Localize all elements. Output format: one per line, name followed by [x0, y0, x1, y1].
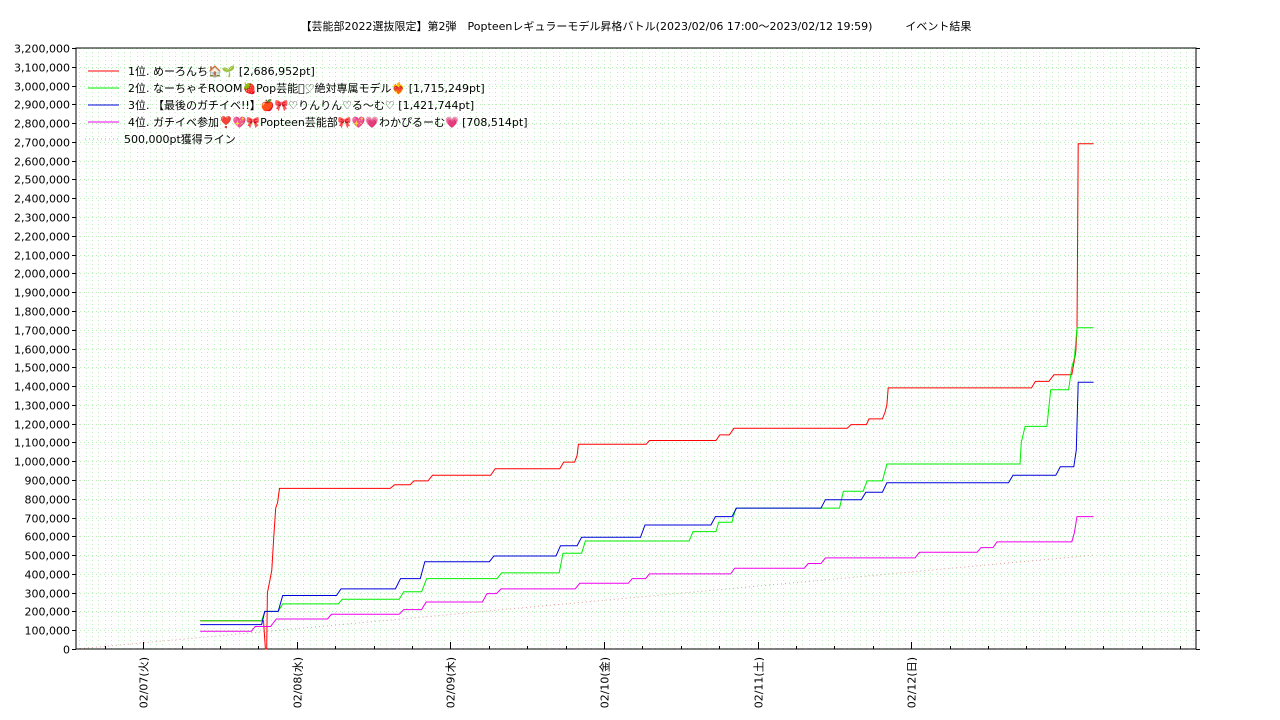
series-line-1 [200, 143, 1094, 650]
y-tick-label: 2,100,000 [14, 250, 70, 263]
y-tick-label: 1,300,000 [14, 400, 70, 413]
y-tick-label: 400,000 [25, 569, 71, 582]
y-tick-label: 0 [63, 644, 70, 657]
threshold-layer [75, 554, 1094, 650]
x-tick-label: 02/12(日) [906, 657, 919, 708]
y-tick-label: 200,000 [25, 606, 71, 619]
legend-label: 500,000pt獲得ライン [124, 133, 236, 146]
x-tick-label: 02/11(土) [753, 657, 766, 708]
y-tick-label: 1,100,000 [14, 437, 70, 450]
y-tick-label: 1,500,000 [14, 362, 70, 375]
y-tick-label: 3,100,000 [14, 62, 70, 75]
y-tick-label: 700,000 [25, 513, 71, 526]
threshold-line [75, 554, 1094, 650]
legend-label: 2位. なーちゃそROOM🍓Pop芸能部ِ♡絶対専属モデル❤‍🔥 [1,715,… [128, 81, 485, 95]
x-tick-label: 02/07(火) [138, 657, 151, 708]
x-axis: 02/07(火) 02/08(水) 02/09(木) 02/10(金) 02/11(土)… [105, 642, 1181, 708]
series-line-4 [200, 516, 1094, 632]
y-tick-label: 1,800,000 [14, 306, 70, 319]
y-tick-label: 1,000,000 [14, 456, 70, 469]
series-layer [200, 143, 1094, 650]
y-tick-label: 1,400,000 [14, 381, 70, 394]
y-tick-label: 3,000,000 [14, 81, 70, 94]
y-tick-label: 3,200,000 [14, 43, 70, 56]
y-tick-label: 2,500,000 [14, 174, 70, 187]
y-axis: 0 100,000 200,000 300,000 400,000 500,000 600,… [14, 43, 1200, 657]
legend: 1位. めーろんち🏠🌱 [2,686,952pt] 2位. なーちゃそROOM🍓P… [85, 64, 528, 146]
y-tick-label: 900,000 [25, 475, 71, 488]
legend-label: 3位. 【最後のガチイベ!!】🍎🎀♡りんりん♡る〜む♡ [1,421,744pt… [128, 98, 474, 112]
y-tick-label: 2,300,000 [14, 212, 70, 225]
y-tick-label: 2,000,000 [14, 268, 70, 281]
series-line-2 [200, 327, 1094, 622]
y-tick-label: 800,000 [25, 494, 71, 507]
y-tick-label: 300,000 [25, 588, 71, 601]
y-tick-label: 1,700,000 [14, 325, 70, 338]
y-tick-label: 500,000 [25, 550, 71, 563]
x-tick-label: 02/09(木) [445, 657, 458, 708]
x-tick-label: 02/08(水) [292, 657, 305, 708]
y-tick-label: 600,000 [25, 531, 71, 544]
y-tick-label: 1,600,000 [14, 344, 70, 357]
y-tick-label: 2,800,000 [14, 118, 70, 131]
y-tick-label: 1,900,000 [14, 287, 70, 300]
grid [76, 48, 1196, 649]
y-tick-label: 2,600,000 [14, 156, 70, 169]
y-tick-label: 2,200,000 [14, 231, 70, 244]
y-tick-label: 2,900,000 [14, 99, 70, 112]
series-line-3 [200, 381, 1094, 626]
plot-frame [75, 47, 1197, 650]
chart-title: 【芸能部2022選抜限定】第2弾 Popteenレギュラーモデル昇格バトル(20… [301, 19, 972, 33]
x-tick-label: 02/10(金) [598, 657, 612, 708]
legend-label: 1位. めーろんち🏠🌱 [2,686,952pt] [128, 64, 315, 78]
y-tick-label: 1,200,000 [14, 419, 70, 432]
y-tick-label: 2,700,000 [14, 137, 70, 150]
y-tick-label: 100,000 [25, 625, 71, 638]
y-tick-label: 2,400,000 [14, 193, 70, 206]
legend-label: 4位. ガチイベ参加❣️💖🎀Popteen芸能部🎀💖💗わかぴるーむ💗 [708,… [128, 115, 528, 129]
